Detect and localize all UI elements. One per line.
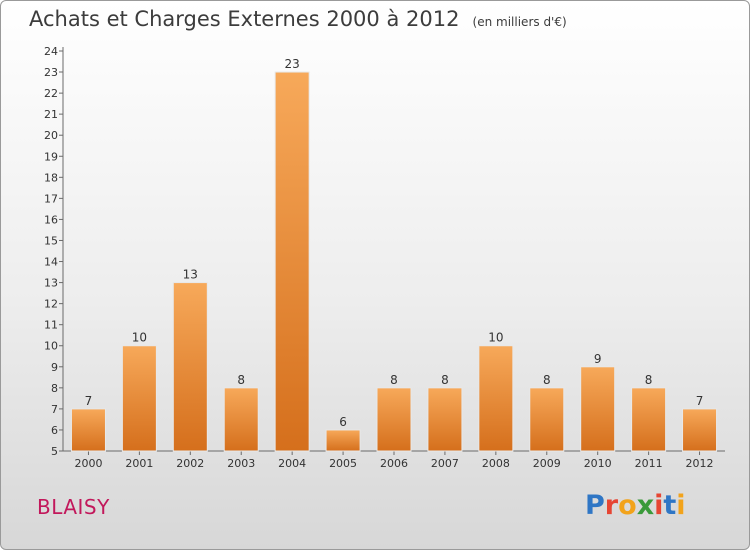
bar-value-label-2005: 6	[339, 415, 347, 429]
chart-title-unit: (en milliers d'€)	[472, 15, 567, 29]
x-tick-label-2006: 2006	[380, 457, 408, 470]
bar-value-label-2006: 8	[390, 373, 398, 387]
x-tick-label-2002: 2002	[176, 457, 204, 470]
x-tick-label-2008: 2008	[482, 457, 510, 470]
bar-2008	[478, 345, 514, 452]
y-tick-label: 24	[44, 45, 58, 58]
y-tick-label: 12	[44, 298, 58, 311]
y-tick-label: 5	[51, 445, 58, 458]
x-tick-label-2001: 2001	[125, 457, 153, 470]
chart-title-main: Achats et Charges Externes 2000 à 2012	[29, 7, 460, 31]
x-tick-label-2005: 2005	[329, 457, 357, 470]
y-tick-label: 9	[51, 361, 58, 374]
bar-value-label-2008: 10	[488, 331, 503, 345]
y-tick-label: 10	[44, 340, 58, 353]
bar-value-label-2003: 8	[237, 373, 245, 387]
chart-labels: 7 2000 10 2001 13 2002 8 2003 23 2004 6 2005 8 2006 8 2…	[74, 57, 713, 470]
bar-2003	[223, 387, 259, 452]
bar-2012	[682, 408, 718, 452]
y-tick-label: 20	[44, 129, 58, 142]
bar-2010	[580, 366, 616, 452]
bar-value-label-2000: 7	[85, 394, 93, 408]
bar-value-label-2001: 10	[132, 331, 147, 345]
bar-2002	[172, 282, 208, 452]
bar-2009	[529, 387, 565, 452]
x-tick-label-2012: 2012	[686, 457, 714, 470]
y-tick-label: 15	[44, 234, 58, 247]
y-tick-label: 14	[44, 256, 58, 269]
chart-title: Achats et Charges Externes 2000 à 2012 (…	[29, 7, 567, 31]
bar-2001	[121, 345, 157, 452]
bar-value-label-2012: 7	[696, 394, 704, 408]
bar-2011	[631, 387, 667, 452]
y-tick-label: 8	[51, 382, 58, 395]
y-tick-label: 13	[44, 277, 58, 290]
bar-2004	[274, 71, 310, 452]
y-tick-label: 22	[44, 87, 58, 100]
x-tick-label-2000: 2000	[74, 457, 102, 470]
commune-name: BLAISY	[37, 495, 110, 519]
y-tick-label: 7	[51, 403, 58, 416]
bar-2005	[325, 429, 361, 452]
bar-value-label-2011: 8	[645, 373, 653, 387]
x-tick-label-2009: 2009	[533, 457, 561, 470]
chart-axes: 5 6 7 8 9 10 11 12 13 14 15 16 17 18 19 20 21 22 23 24	[44, 45, 725, 458]
bar-2000	[70, 408, 106, 452]
y-tick-label: 23	[44, 66, 58, 79]
x-tick-label-2007: 2007	[431, 457, 459, 470]
y-tick-label: 6	[51, 424, 58, 437]
bar-value-label-2004: 23	[285, 57, 300, 71]
bar-2007	[427, 387, 463, 452]
y-tick-label: 17	[44, 192, 58, 205]
x-tick-label-2004: 2004	[278, 457, 306, 470]
bar-value-label-2010: 9	[594, 352, 602, 366]
y-tick-label: 21	[44, 108, 58, 121]
x-tick-label-2011: 2011	[635, 457, 663, 470]
chart-bars	[70, 71, 718, 452]
bar-2006	[376, 387, 412, 452]
y-tick-label: 19	[44, 150, 58, 163]
x-tick-label-2010: 2010	[584, 457, 612, 470]
bar-value-label-2009: 8	[543, 373, 551, 387]
y-tick-label: 16	[44, 213, 58, 226]
proxiti-logo: Proxiti	[585, 490, 686, 521]
bar-value-label-2007: 8	[441, 373, 449, 387]
x-tick-label-2003: 2003	[227, 457, 255, 470]
y-tick-label: 11	[44, 319, 58, 332]
bar-value-label-2002: 13	[183, 268, 198, 282]
y-tick-label: 18	[44, 171, 58, 184]
